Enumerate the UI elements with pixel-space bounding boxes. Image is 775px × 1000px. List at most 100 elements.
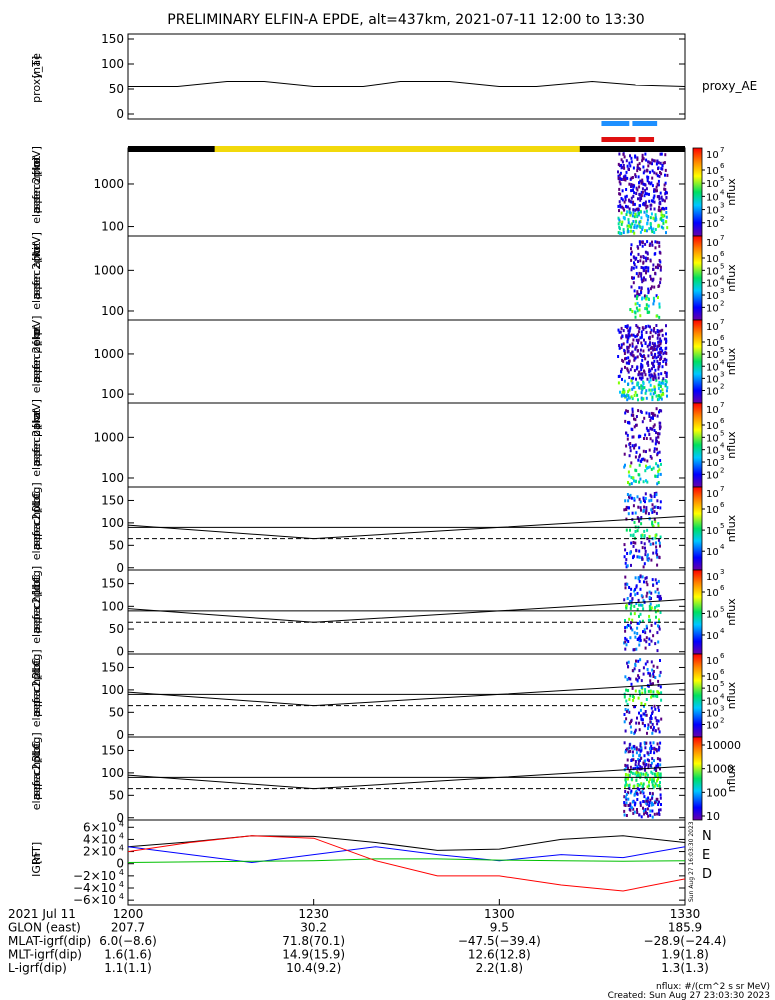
heatmap-cell <box>641 385 644 389</box>
heatmap-cell <box>655 314 658 318</box>
heatmap-cell <box>641 228 644 231</box>
heatmap-cell <box>646 553 649 557</box>
heatmap-cell <box>644 433 647 437</box>
y-label-line: ch3LC <box>30 741 43 775</box>
heatmap-cell <box>657 441 660 445</box>
colorbar-tick-exponent: 5 <box>720 346 724 354</box>
heatmap-cell <box>653 159 656 163</box>
heatmap-cell <box>628 769 631 773</box>
heatmap-cell <box>658 432 661 436</box>
heatmap-cell <box>660 213 663 217</box>
heatmap-cell <box>621 390 624 394</box>
y-label-line: [nT] <box>30 842 43 864</box>
y-tick-exponent: 4 <box>119 868 124 877</box>
heatmap-cell <box>631 188 634 192</box>
heatmap-cell <box>655 581 658 585</box>
heatmap-cell <box>631 344 634 348</box>
heatmap-cell <box>630 461 633 465</box>
heatmap-cell <box>660 346 663 350</box>
heatmap-cell <box>639 714 642 718</box>
heatmap-cell <box>624 750 627 754</box>
heatmap-cell <box>654 578 657 582</box>
heatmap-cell <box>638 669 641 673</box>
y-label-line: ela <box>30 293 43 310</box>
heatmap-cell <box>644 688 647 692</box>
heatmap-cell <box>640 274 643 278</box>
heatmap-cell <box>640 377 643 381</box>
heatmap-cell <box>632 230 635 233</box>
y-tick-label: −6×10 <box>73 893 116 907</box>
heatmap-cell <box>652 672 655 676</box>
heatmap-cell <box>648 388 651 392</box>
heatmap-cell <box>663 207 666 211</box>
heatmap-cell <box>625 688 628 692</box>
y-label-line: ela <box>30 544 43 561</box>
heatmap-cell <box>650 277 652 281</box>
heatmap-cell <box>628 376 631 379</box>
heatmap-cell <box>629 606 632 610</box>
heatmap-cell <box>653 751 656 755</box>
heatmap-cell <box>647 363 650 367</box>
heatmap-cell <box>632 435 635 439</box>
y-tick-label: 100 <box>101 220 124 234</box>
heatmap-cell <box>655 356 658 360</box>
heatmap-cell <box>626 582 629 586</box>
heatmap-cell <box>648 596 651 599</box>
heatmap-cell <box>635 771 638 775</box>
y-tick-label: 2×10 <box>83 845 116 859</box>
colorbar-top-exponent: 7 <box>720 485 724 493</box>
heatmap-cell <box>624 795 627 799</box>
heatmap-cell <box>641 376 644 380</box>
heatmap-cell <box>644 546 646 550</box>
heatmap-cell <box>645 187 648 191</box>
heatmap-cell <box>648 499 651 503</box>
heatmap-cell <box>642 480 645 484</box>
heatmap-cell <box>619 330 622 334</box>
heatmap-cell <box>630 266 633 270</box>
heatmap-cell <box>639 658 642 662</box>
heatmap-cell <box>625 747 628 751</box>
y-tick-label: 4×10 <box>83 832 116 846</box>
heatmap-cell <box>625 213 628 216</box>
heatmap-cell <box>637 349 639 353</box>
heatmap-cell <box>650 706 653 710</box>
heatmap-cell <box>643 638 646 642</box>
heatmap-cell <box>633 276 635 280</box>
heatmap-cell <box>648 642 651 646</box>
heatmap-cell <box>658 302 661 306</box>
heatmap-cell <box>665 337 668 341</box>
heatmap-cell <box>623 813 626 817</box>
y-tick-label: 50 <box>109 788 124 802</box>
heatmap-cell <box>629 749 632 753</box>
colorbar-tick-label: 10 <box>706 672 719 683</box>
heatmap-cell <box>625 717 628 721</box>
x-row-value: 207.7 <box>111 921 145 935</box>
heatmap-cell <box>625 710 628 714</box>
heatmap-cell <box>628 421 631 425</box>
heatmap-cell <box>635 721 638 725</box>
heatmap-cell <box>660 409 663 413</box>
heatmap-cell <box>638 185 641 189</box>
heatmap-cell <box>623 452 626 456</box>
y-label-line: pa <box>30 523 43 537</box>
heatmap-cell <box>627 421 629 425</box>
heatmap-cell <box>638 211 640 215</box>
heatmap-cell <box>624 325 627 328</box>
heatmap-cell <box>647 289 650 293</box>
heatmap-cell <box>624 708 627 711</box>
heatmap-cell <box>625 699 628 703</box>
heatmap-perp <box>617 324 669 402</box>
heatmap-cell <box>618 173 621 177</box>
heatmap-cell <box>664 188 667 191</box>
heatmap-cell <box>636 608 639 611</box>
heatmap-cell <box>627 797 630 801</box>
heatmap-cell <box>634 763 637 767</box>
heatmap-cell <box>641 721 644 725</box>
heatmap-cell <box>657 355 660 358</box>
footer-side-stamp: Sun Aug 27 16:03:30 2023 <box>688 821 695 902</box>
heatmap-cell <box>642 809 645 813</box>
heatmap-cell <box>649 679 652 683</box>
heatmap-cell <box>654 246 657 250</box>
